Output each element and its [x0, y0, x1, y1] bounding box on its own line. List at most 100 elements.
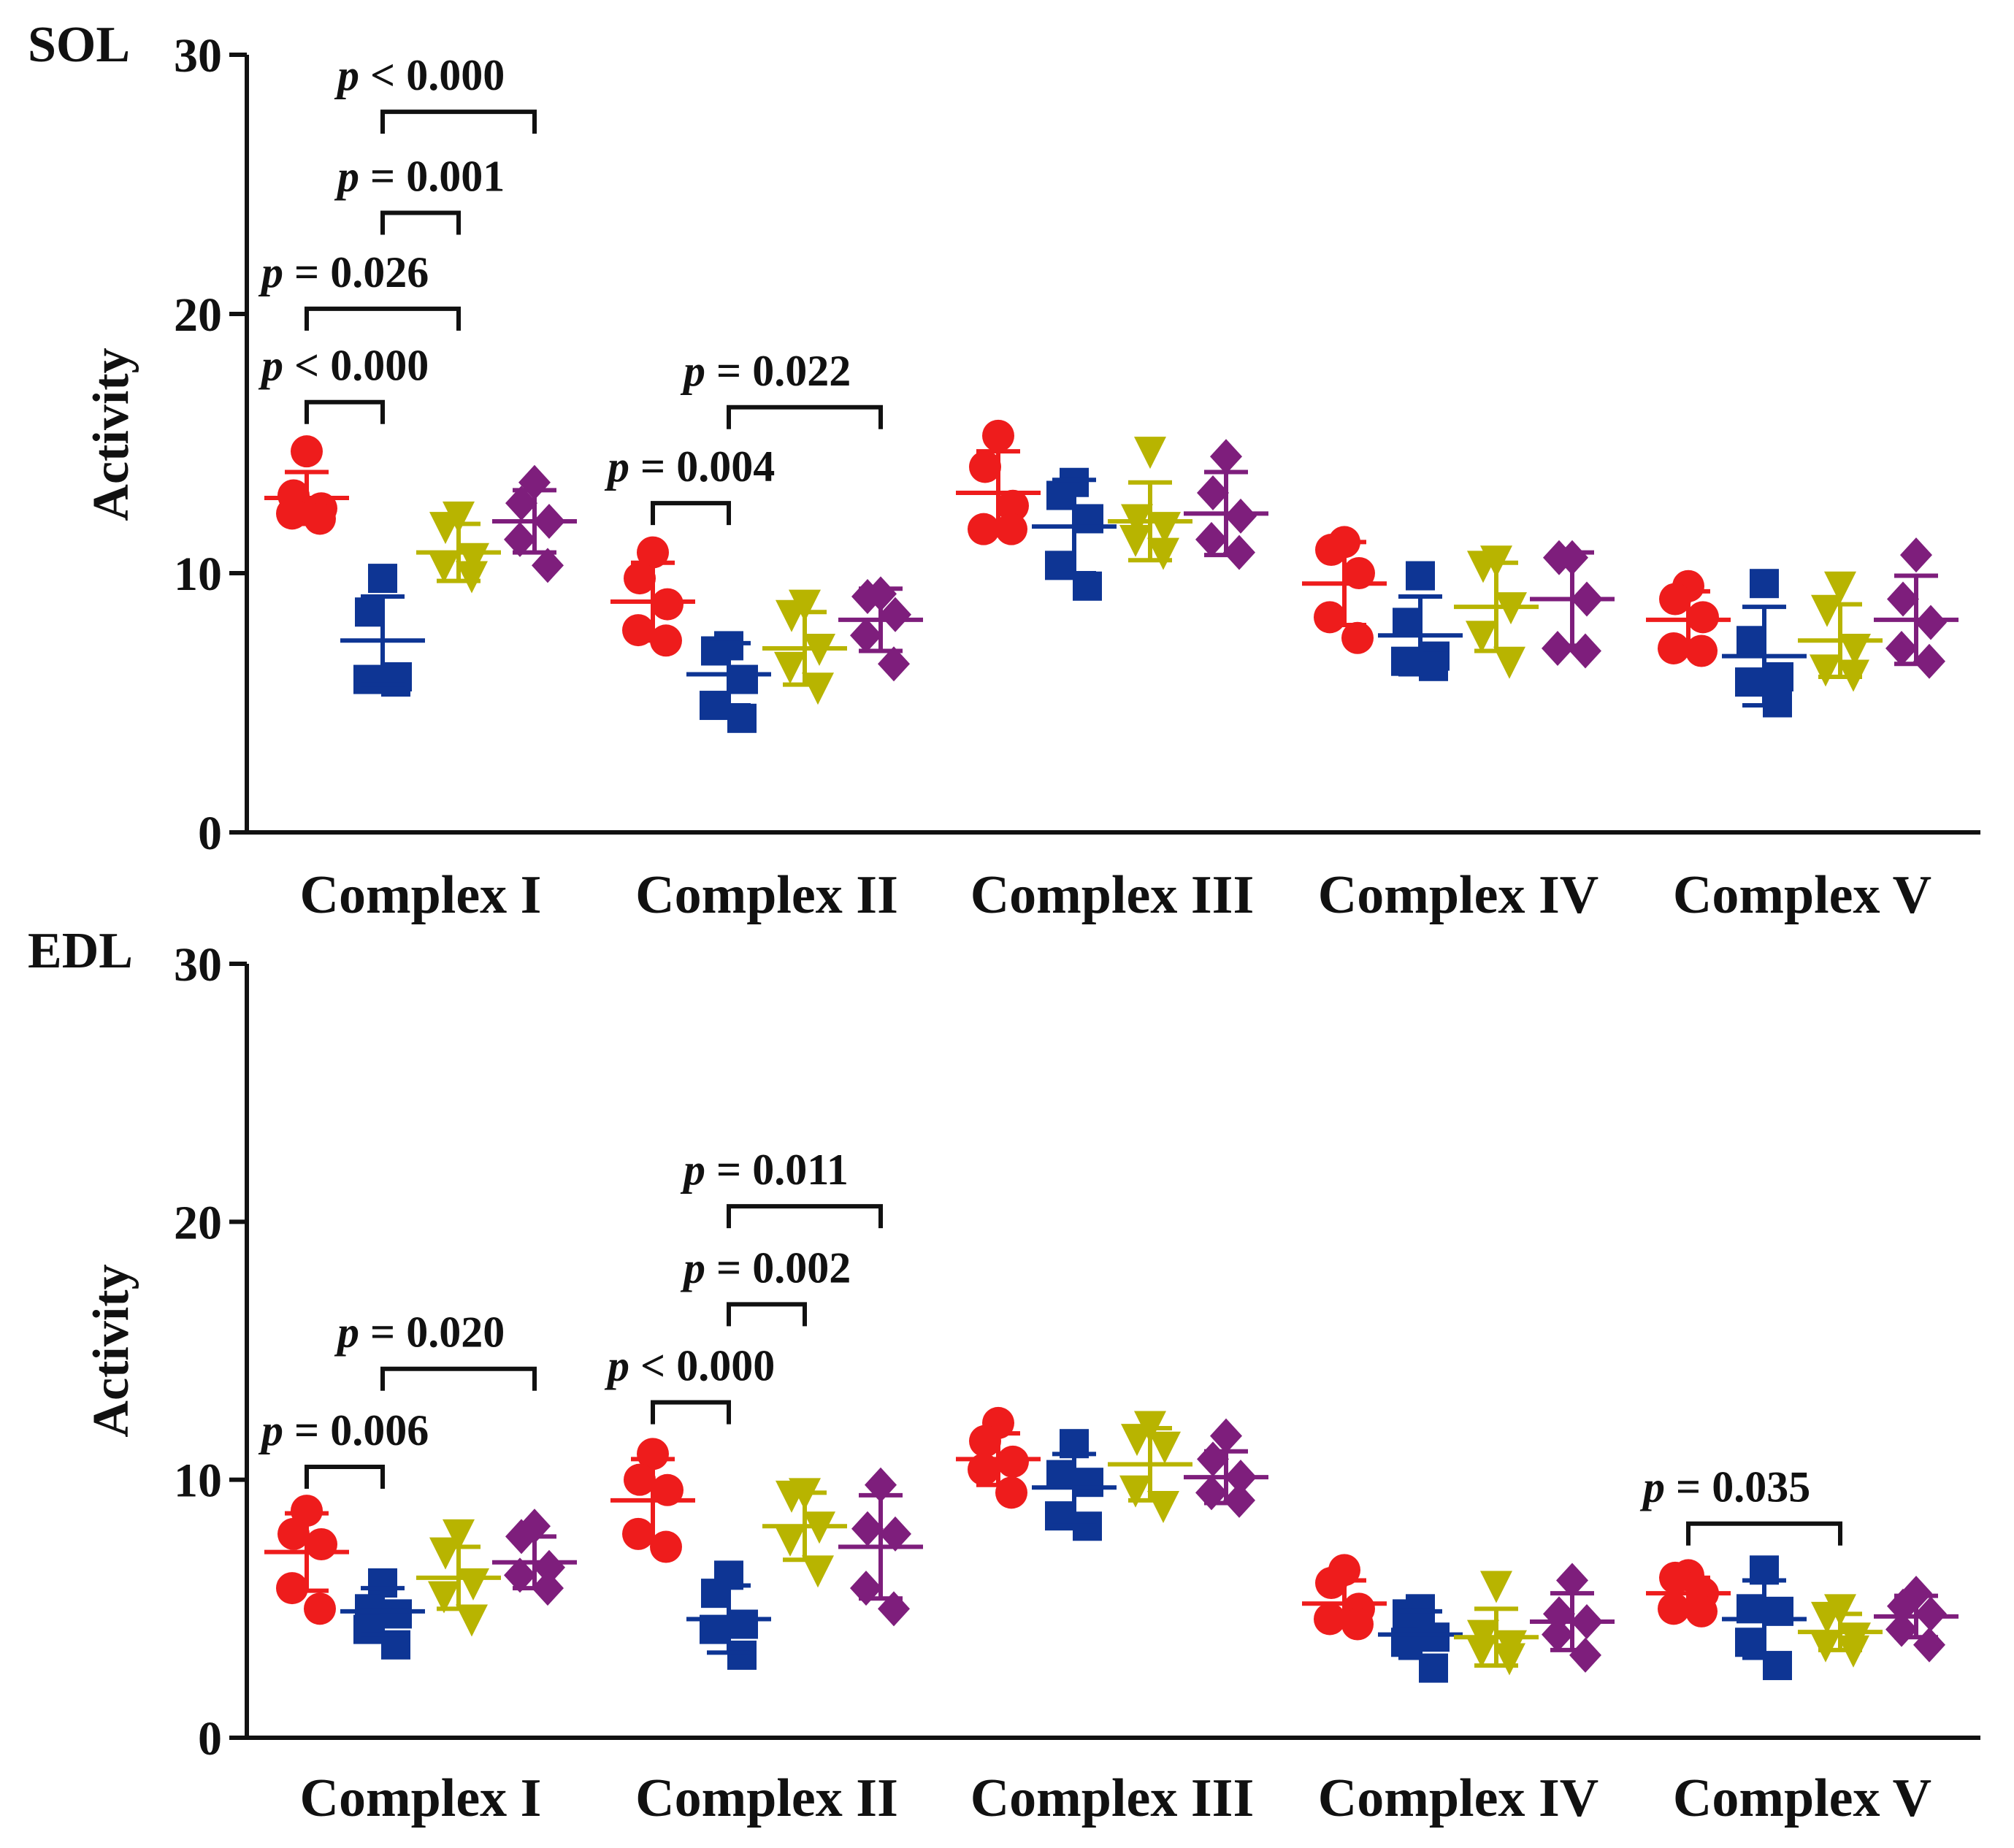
data-point [1197, 475, 1229, 510]
data-point [650, 1530, 682, 1563]
p-symbol: p [334, 1308, 359, 1357]
data-point [276, 1572, 308, 1605]
data-point [1687, 601, 1719, 634]
data-point [276, 497, 308, 530]
data-point [727, 703, 757, 733]
data-point [1210, 1418, 1242, 1454]
data-point [277, 1517, 310, 1550]
data-point [1824, 571, 1856, 604]
data-point [1764, 1596, 1793, 1626]
category-label: Complex IV [1318, 1768, 1598, 1828]
data-point [1480, 1571, 1512, 1603]
data-point [1045, 551, 1074, 580]
p-value: = 0.004 [629, 442, 775, 491]
data-point [532, 548, 564, 583]
data-point [622, 614, 654, 647]
significance-label: p = 0.001 [334, 153, 505, 201]
data-point [1810, 654, 1842, 687]
data-point [1210, 439, 1242, 475]
data-point [1393, 1599, 1422, 1629]
data-point [1569, 633, 1601, 669]
category-label: Complex III [970, 865, 1255, 925]
data-point [1149, 1431, 1181, 1464]
data-point [1685, 1595, 1718, 1627]
data-point [1147, 537, 1179, 570]
data-point [651, 588, 684, 621]
data-point [1343, 557, 1375, 589]
data-point [1493, 646, 1525, 679]
data-point [1466, 1635, 1498, 1668]
significance-bracket [1686, 1521, 1842, 1546]
significance-label: p = 0.004 [604, 442, 775, 491]
significance-bracket [305, 306, 461, 331]
data-point [701, 636, 730, 666]
p-symbol: p [680, 1146, 705, 1194]
p-symbol: p [258, 1406, 283, 1454]
data-point [1073, 571, 1102, 601]
data-point [802, 672, 834, 705]
data-point [1750, 569, 1779, 599]
data-point [1763, 688, 1792, 718]
data-point [1045, 1501, 1074, 1531]
data-point [1195, 521, 1228, 557]
data-point [865, 1467, 897, 1503]
y-tick-label: 30 [174, 29, 222, 83]
data-point [443, 1519, 475, 1552]
data-point [1764, 662, 1793, 691]
y-tick-label: 20 [174, 1196, 222, 1249]
significance-label: p = 0.026 [258, 248, 429, 296]
data-point [1134, 437, 1166, 469]
data-point [776, 599, 808, 632]
data-point [624, 1463, 656, 1496]
data-point [1737, 626, 1766, 656]
data-point [802, 1555, 834, 1588]
data-point [729, 1609, 758, 1639]
data-point [1119, 1475, 1152, 1508]
significance-label: p < 0.000 [258, 342, 429, 390]
y-tick-label: 0 [198, 807, 222, 860]
data-point [1315, 1567, 1347, 1599]
data-point [381, 667, 410, 697]
p-value: = 0.026 [283, 248, 429, 296]
y-tick-label: 10 [174, 1454, 222, 1508]
data-point [701, 1579, 730, 1609]
significance-bracket [305, 399, 385, 424]
significance-label: p = 0.002 [680, 1243, 851, 1292]
data-point [368, 564, 397, 594]
data-point [1493, 1643, 1525, 1676]
p-value: < 0.000 [283, 342, 429, 390]
data-point [1420, 1622, 1450, 1652]
data-point [776, 1480, 808, 1513]
category-label: Complex II [635, 865, 898, 925]
data-point [729, 664, 758, 694]
data-point [1542, 630, 1574, 666]
data-point [1466, 621, 1498, 653]
significance-bracket [727, 1204, 883, 1229]
data-point [429, 512, 462, 545]
category-label: Complex V [1673, 1768, 1931, 1828]
data-point [353, 664, 383, 694]
data-point [1341, 621, 1374, 654]
data-point [1314, 601, 1346, 634]
data-point [878, 646, 910, 682]
data-point [851, 1511, 884, 1546]
data-point [428, 551, 460, 583]
data-point [1419, 651, 1448, 681]
data-point [1314, 1603, 1346, 1636]
data-point [1393, 607, 1422, 637]
p-symbol: p [604, 442, 629, 491]
data-point [291, 435, 323, 468]
data-point [879, 1516, 911, 1552]
data-point [1556, 1563, 1588, 1598]
data-point [1915, 605, 1947, 640]
significance-label: p = 0.011 [680, 1146, 849, 1194]
panel-label: SOL [28, 17, 130, 73]
data-point [305, 1528, 337, 1560]
significance-bracket [380, 210, 461, 235]
p-symbol: p [680, 347, 705, 395]
data-point [1569, 1637, 1601, 1673]
p-symbol: p [334, 153, 359, 201]
significance-label: p = 0.020 [334, 1308, 505, 1357]
data-point [1406, 561, 1435, 591]
